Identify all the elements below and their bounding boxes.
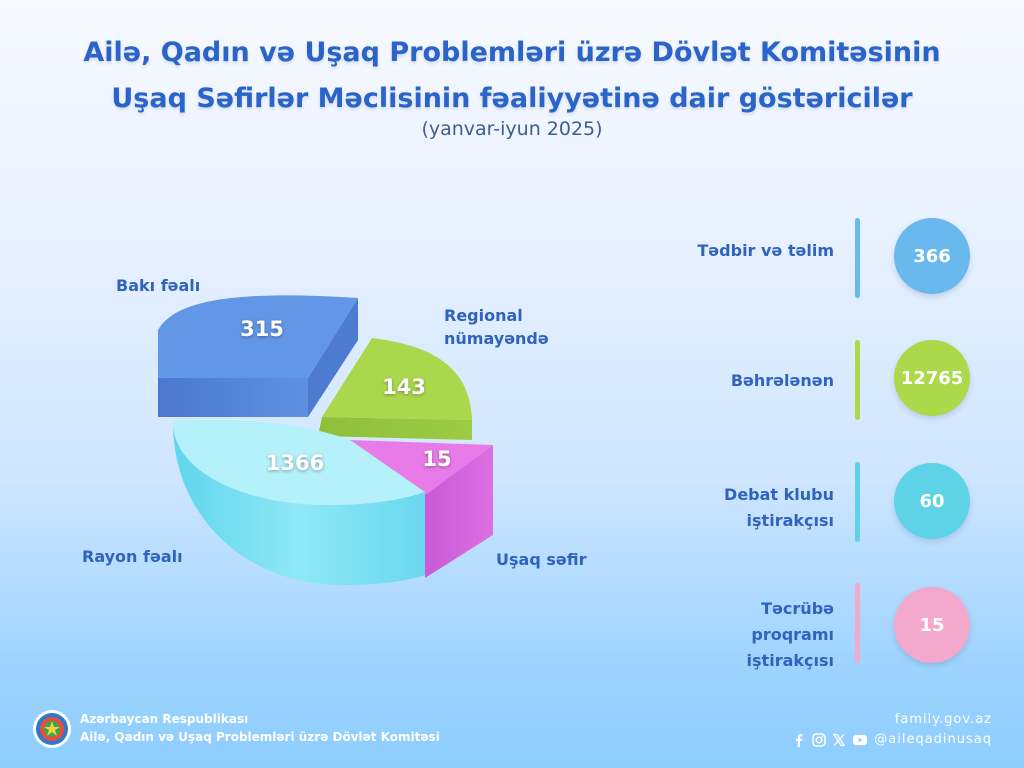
x-icon[interactable] (832, 733, 846, 747)
value-regional-numayende: 143 (382, 375, 426, 399)
stat-label: Bəhrələnən (730, 371, 834, 390)
state-emblem-icon (33, 710, 71, 748)
stat-label: Tədbir və təlim (697, 241, 834, 260)
slice-rayon-faali (173, 419, 425, 585)
instagram-icon[interactable] (812, 732, 826, 747)
label-regional-numayende: Regional nümayəndə (444, 306, 549, 348)
website-link[interactable]: family.gov.az (894, 712, 992, 727)
stat-value-circle: 366 (894, 218, 970, 294)
stat-value-circle: 15 (894, 587, 970, 663)
stat-bar (855, 583, 860, 663)
slice-usaq-sefir (350, 440, 493, 578)
slice-baki-faali (158, 295, 358, 417)
youtube-icon[interactable] (852, 733, 868, 747)
facebook-icon[interactable] (792, 733, 806, 747)
pie-chart (158, 295, 493, 585)
stat-bar (855, 462, 860, 542)
label-baki-faali: Bakı fəalı (116, 276, 201, 295)
footer-org-line-1: Azərbaycan Respublikası (80, 712, 249, 726)
value-baki-faali: 315 (240, 317, 284, 341)
stat-label: Təcrübə proqramı iştirakçısı (746, 599, 834, 670)
stat-bar (855, 340, 860, 420)
social-handle[interactable]: @aileqadinusaq (874, 732, 992, 747)
period-subtitle: (yanvar-iyun 2025) (421, 118, 603, 140)
value-rayon-faali: 1366 (265, 451, 325, 475)
page-title: Ailə, Qadın və Uşaq Problemləri üzrə Döv… (0, 30, 1024, 122)
title-line-2: Uşaq Səfirlər Məclisinin fəaliyyətinə da… (111, 83, 913, 114)
stat-bar (855, 218, 860, 298)
label-rayon-faali: Rayon fəalı (82, 547, 183, 566)
stat-value-circle: 60 (894, 463, 970, 539)
slice-regional-numayende (318, 338, 472, 440)
label-usaq-sefir: Uşaq səfir (496, 550, 587, 569)
stat-label: Debat klubu iştirakçısı (724, 485, 834, 530)
title-line-1: Ailə, Qadın və Uşaq Problemləri üzrə Döv… (83, 37, 941, 68)
stat-value-circle: 12765 (894, 340, 970, 416)
footer-org-line-2: Ailə, Qadın və Uşaq Problemləri üzrə Döv… (80, 730, 440, 744)
social-links: @aileqadinusaq (792, 732, 992, 747)
value-usaq-sefir: 15 (422, 447, 452, 471)
